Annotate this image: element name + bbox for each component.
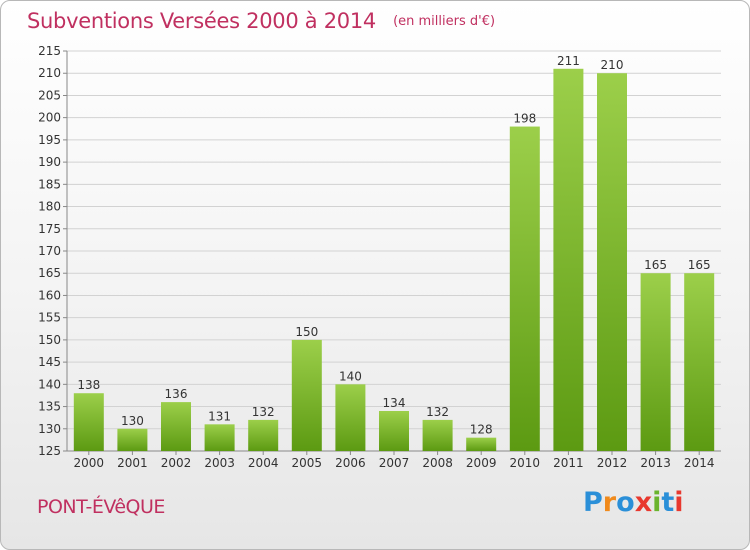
bar	[466, 437, 497, 451]
data-labels: 138 130 136 131 132 150 140 134 132 128 198 211 210 1…	[77, 54, 710, 437]
x-tick-label: 2014	[684, 456, 715, 470]
x-tick-label: 2003	[204, 456, 235, 470]
bar-value-label: 165	[644, 258, 667, 272]
logo-letter: x	[634, 487, 653, 518]
bar-value-label: 198	[513, 112, 536, 126]
y-tick-label: 130	[38, 422, 61, 436]
y-tick-label: 125	[38, 444, 61, 458]
y-tick-label: 185	[38, 177, 61, 191]
x-tick-label: 2008	[422, 456, 453, 470]
x-tick-labels: 2000 2001 2002 2003 2004 2005 2006 2007 2008 2009…	[74, 451, 715, 470]
bar	[204, 424, 235, 451]
bar-value-label: 132	[252, 405, 275, 419]
x-tick-label: 2001	[117, 456, 148, 470]
x-tick-label: 2005	[292, 456, 323, 470]
x-tick-label: 2006	[335, 456, 366, 470]
chart-subtitle: (en milliers d'€)	[393, 14, 496, 29]
logo-letter: P	[583, 487, 603, 518]
x-tick-label: 2013	[640, 456, 671, 470]
y-tick-label: 215	[38, 44, 61, 58]
bar-value-label: 211	[557, 54, 580, 68]
x-tick-label: 2007	[379, 456, 410, 470]
bar-value-label: 165	[688, 258, 711, 272]
bar-value-label: 140	[339, 369, 362, 383]
bar-value-label: 130	[121, 414, 144, 428]
bar-value-label: 128	[470, 423, 493, 437]
y-tick-label: 180	[38, 200, 61, 214]
x-tick-label: 2009	[466, 456, 497, 470]
logo-letter: o	[616, 487, 635, 518]
chart-header: Subventions Versées 2000 à 2014 (en mill…	[27, 9, 495, 33]
bar-value-label: 210	[601, 58, 624, 72]
y-tick-label: 155	[38, 311, 61, 325]
bar	[379, 411, 409, 451]
x-tick-label: 2000	[74, 456, 105, 470]
bar	[291, 339, 322, 451]
x-tick-label: 2010	[510, 456, 541, 470]
y-tick-labels: 125 130 135 140 145 150 155 160 165 170 175 180 185 1…	[38, 44, 61, 458]
y-tick-label: 195	[38, 133, 61, 147]
bar	[684, 273, 715, 451]
x-tick-label: 2004	[248, 456, 279, 470]
bar	[73, 393, 104, 451]
commune-name: PONT-ÉVêQUE	[37, 496, 165, 518]
y-tick-label: 165	[38, 266, 61, 280]
y-tick-label: 175	[38, 222, 61, 236]
y-tick-label: 140	[38, 377, 61, 391]
bar	[597, 73, 627, 451]
bars	[73, 68, 715, 452]
x-tick-label: 2011	[553, 456, 584, 470]
logo-letter: r	[602, 487, 617, 518]
y-tick-label: 205	[38, 88, 61, 102]
bar	[161, 402, 191, 451]
logo-letter: t	[661, 487, 675, 518]
logo-letter: i	[674, 487, 684, 518]
bar	[553, 68, 584, 452]
x-tick-label: 2002	[161, 456, 192, 470]
y-tick-label: 145	[38, 355, 61, 369]
y-tick-label: 190	[38, 155, 61, 169]
x-tick-label: 2012	[597, 456, 628, 470]
y-tick-label: 210	[38, 66, 61, 80]
bar-value-label: 138	[77, 378, 100, 392]
bar	[422, 419, 453, 451]
bar-value-label: 131	[208, 409, 231, 423]
bar	[335, 384, 366, 451]
proxiti-logo[interactable]: Proxiti	[583, 487, 684, 518]
chart-title: Subventions Versées 2000 à 2014	[27, 9, 376, 33]
bar	[509, 126, 540, 452]
y-tick-label: 200	[38, 111, 61, 125]
logo-letter: i	[652, 487, 662, 518]
y-tick-label: 160	[38, 288, 61, 302]
bar-value-label: 132	[426, 405, 449, 419]
bar-value-label: 150	[295, 325, 318, 339]
y-tick-label: 150	[38, 333, 61, 347]
bar-value-label: 134	[383, 396, 406, 410]
bar	[248, 419, 279, 451]
bar	[640, 273, 671, 451]
y-tick-label: 170	[38, 244, 61, 258]
bar-value-label: 136	[165, 387, 188, 401]
bar	[117, 428, 148, 451]
y-tick-label: 135	[38, 400, 61, 414]
